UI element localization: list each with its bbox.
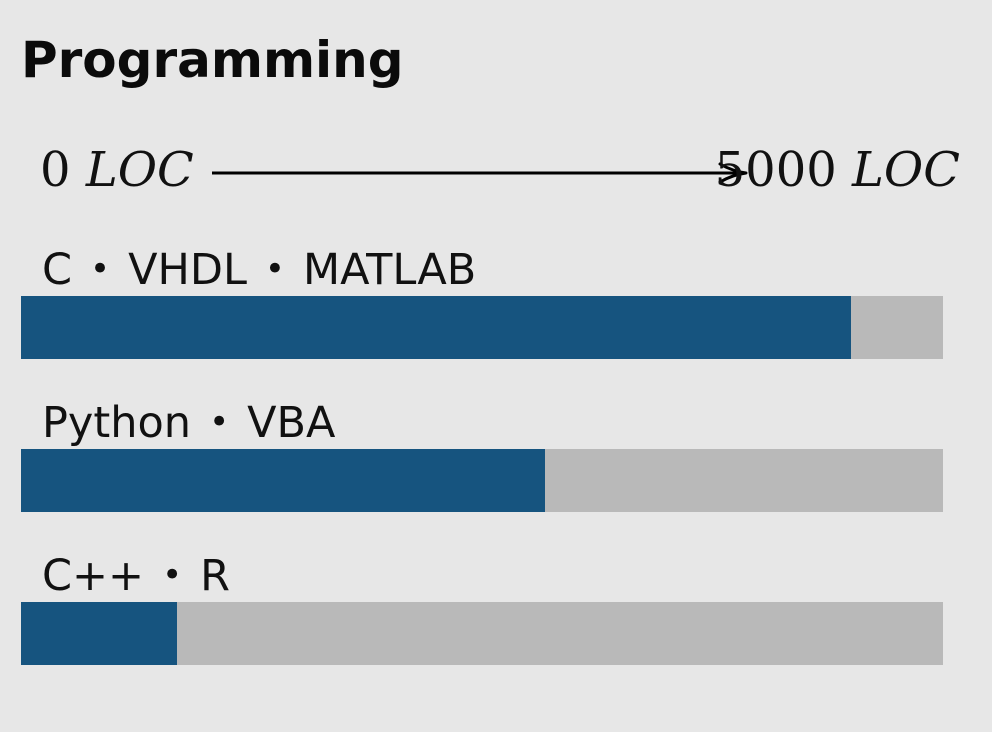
bullet-separator: • [209, 402, 230, 442]
language-name: MATLAB [302, 245, 477, 295]
language-name: Python [42, 398, 192, 448]
bullet-separator: • [264, 249, 285, 289]
scale-arrow-icon [212, 162, 748, 184]
loc-scale: 0 LOC 5000 LOC [40, 140, 960, 200]
skill-bar-track [21, 602, 943, 665]
skill-bar-track [21, 296, 943, 359]
skill-label: C • VHDL • MATLAB [42, 241, 476, 298]
skill-bar-fill [21, 602, 177, 665]
section-title: Programming [21, 31, 404, 89]
language-name: R [200, 551, 231, 601]
language-name: VBA [247, 398, 336, 448]
skill-bar-fill [21, 449, 545, 512]
language-name: C++ [42, 551, 145, 601]
scale-min-value: 0 [40, 142, 71, 198]
skill-label: C++ • R [42, 547, 230, 604]
bullet-separator: • [162, 555, 183, 595]
language-name: VHDL [128, 245, 247, 295]
scale-max-unit: LOC [852, 142, 960, 198]
language-name: C [42, 245, 73, 295]
bullet-separator: • [90, 249, 111, 289]
scale-min-unit: LOC [85, 142, 194, 198]
skill-bar-fill [21, 296, 851, 359]
skill-bar-track [21, 449, 943, 512]
scale-end-label: 5000 LOC [715, 140, 960, 200]
skill-label: Python • VBA [42, 394, 335, 451]
scale-max-value: 5000 [714, 142, 837, 198]
scale-start-label: 0 LOC [40, 140, 194, 200]
